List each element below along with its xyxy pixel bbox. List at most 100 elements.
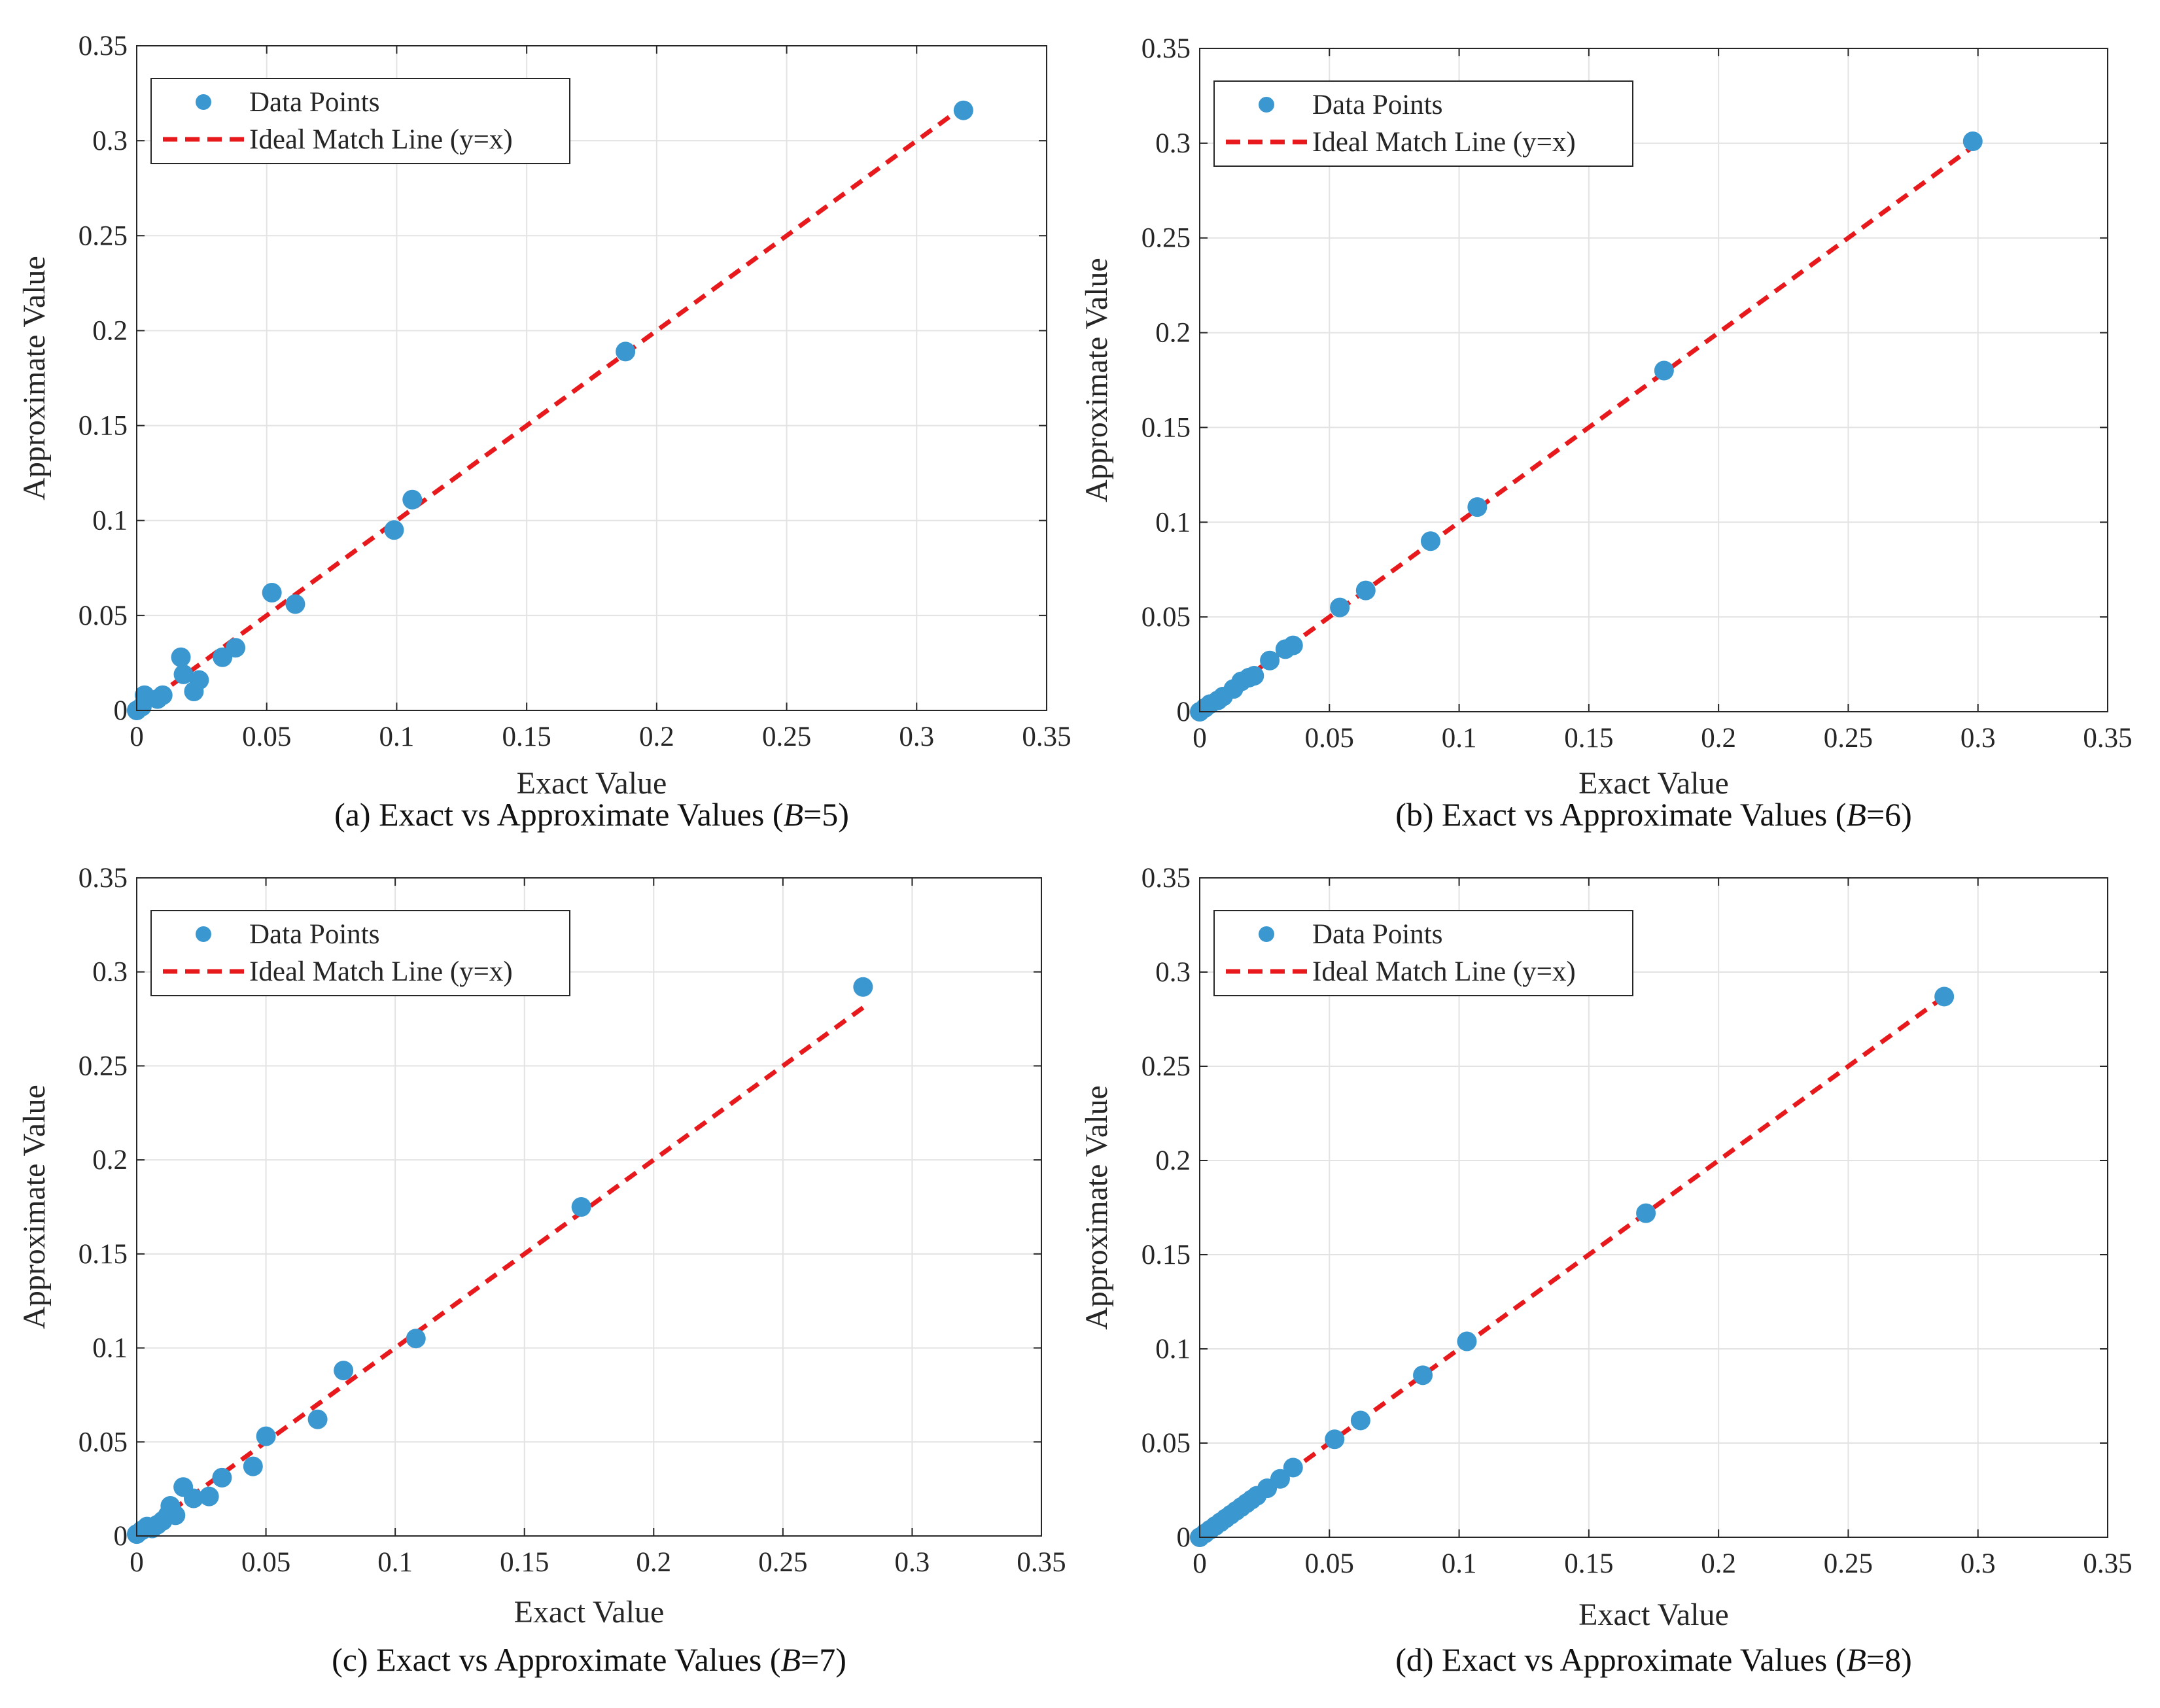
data-point [1934, 986, 1955, 1007]
axes-box [136, 45, 1047, 711]
data-point [212, 1467, 232, 1488]
y-tick-label: 0.2 [92, 315, 128, 346]
y-tick-label: 0.2 [1155, 1145, 1191, 1176]
chart-caption: (d) Exact vs Approximate Values (B=8) [1395, 1641, 1912, 1678]
x-tick-label: 0.05 [242, 722, 291, 752]
data-point [173, 664, 194, 684]
legend-label-ideal-line: Ideal Match Line (y=x) [249, 124, 513, 155]
chart-caption: (b) Exact vs Approximate Values (B=6) [1395, 796, 1912, 833]
y-tick-label: 0 [114, 1521, 128, 1552]
data-point [189, 670, 209, 690]
data-point [1330, 597, 1350, 618]
y-tick-label: 0.05 [78, 1427, 128, 1457]
y-tick-label: 0.3 [1155, 957, 1191, 988]
y-axis-label: Approximate Value [1079, 258, 1114, 502]
data-point [616, 341, 636, 362]
x-tick-label: 0.2 [1701, 723, 1736, 754]
x-tick-label: 0.35 [1022, 722, 1071, 752]
x-axis-label: Exact Value [1578, 1597, 1729, 1632]
y-tick-label: 0 [1177, 697, 1191, 727]
y-tick-label: 0.1 [1155, 1334, 1191, 1365]
y-tick-label: 0.35 [78, 863, 128, 894]
x-tick-label: 0 [1193, 1548, 1207, 1579]
y-tick-label: 0.2 [92, 1145, 128, 1176]
ideal-match-line [1198, 994, 1946, 1539]
legend-marker-data-points [196, 926, 211, 942]
data-point [183, 1488, 203, 1508]
y-tick-label: 0.1 [92, 1333, 128, 1364]
x-tick-label: 0.25 [758, 1547, 807, 1578]
y-tick-label: 0.25 [1141, 223, 1191, 254]
legend-label-data-points: Data Points [249, 87, 379, 118]
axes-box [136, 877, 1042, 1537]
chart-panel-3: 00 0.05 0.05 0.1 0.1 0.15 0.15 0.2 0.2 0.25 0.25 0.… [1079, 863, 2133, 1678]
data-point [406, 1329, 426, 1349]
data-point [384, 520, 404, 540]
data-point [402, 489, 423, 510]
y-tick-label: 0.3 [92, 126, 128, 156]
data-point [1283, 1457, 1303, 1478]
data-point [1636, 1203, 1656, 1223]
x-tick-label: 0.1 [1442, 723, 1477, 754]
data-point [1325, 1429, 1345, 1450]
legend-box [150, 910, 570, 996]
legend-box [1213, 80, 1633, 167]
y-axis-label: Approximate Value [17, 256, 52, 500]
y-tick-label: 0.35 [1141, 33, 1191, 64]
ideal-match-line [135, 105, 965, 712]
x-tick-label: 0 [130, 1547, 144, 1578]
y-tick-label: 0.35 [78, 31, 128, 61]
y-tick-label: 0.25 [78, 1051, 128, 1081]
data-point [1260, 650, 1280, 671]
data-point [1350, 1410, 1370, 1431]
legend-label-data-points: Data Points [1312, 919, 1442, 950]
chart-caption: (a) Exact vs Approximate Values (B=5) [334, 796, 849, 833]
y-tick-label: 0.25 [1141, 1051, 1191, 1082]
legend-marker-data-points [1259, 926, 1274, 942]
data-point [1413, 1365, 1433, 1386]
legend-label-ideal-line: Ideal Match Line (y=x) [1312, 127, 1576, 158]
x-tick-label: 0.3 [895, 1547, 930, 1578]
x-tick-label: 0.2 [1701, 1548, 1736, 1579]
data-point [1283, 635, 1303, 655]
x-tick-label: 0.1 [377, 1547, 413, 1578]
legend-label-data-points: Data Points [249, 919, 379, 950]
x-tick-label: 0.25 [1824, 1548, 1873, 1579]
x-tick-label: 0.15 [500, 1547, 549, 1578]
y-tick-label: 0.2 [1155, 318, 1191, 349]
x-tick-label: 0.2 [636, 1547, 671, 1578]
data-point [1420, 531, 1440, 551]
x-tick-label: 0.15 [502, 722, 551, 752]
y-tick-label: 0.05 [1141, 1428, 1191, 1459]
data-point [1962, 131, 1983, 151]
data-point [307, 1409, 328, 1429]
y-axis-label: Approximate Value [17, 1085, 52, 1329]
x-tick-label: 0.2 [639, 722, 674, 752]
x-tick-label: 0.3 [1960, 723, 1996, 754]
legend-box [150, 78, 570, 164]
chart-panel-0: 00 0.05 0.05 0.1 0.1 0.15 0.15 0.2 0.2 0.25 0.25 0.… [17, 31, 1071, 833]
data-point [262, 583, 282, 603]
x-tick-label: 0.1 [1442, 1548, 1477, 1579]
x-axis-label: Exact Value [1578, 766, 1729, 801]
data-point [1355, 580, 1376, 601]
ideal-match-line [1198, 145, 1974, 714]
y-tick-label: 0.15 [78, 411, 128, 442]
y-tick-label: 0.05 [1141, 602, 1191, 633]
x-tick-label: 0.25 [762, 722, 811, 752]
data-point [1457, 1331, 1477, 1351]
y-tick-label: 0.05 [78, 601, 128, 631]
y-tick-label: 0.15 [1141, 412, 1191, 443]
x-tick-label: 0.1 [379, 722, 415, 752]
x-tick-label: 0.15 [1564, 1548, 1613, 1579]
axes-box [1199, 48, 2108, 712]
data-point [243, 1456, 263, 1476]
legend-marker-data-points [1259, 97, 1274, 113]
data-point [171, 647, 191, 667]
data-point [1467, 497, 1488, 517]
y-tick-label: 0.3 [92, 957, 128, 988]
y-tick-label: 0 [1177, 1522, 1191, 1553]
y-tick-label: 0.35 [1141, 863, 1191, 894]
x-tick-label: 0.25 [1824, 723, 1873, 754]
